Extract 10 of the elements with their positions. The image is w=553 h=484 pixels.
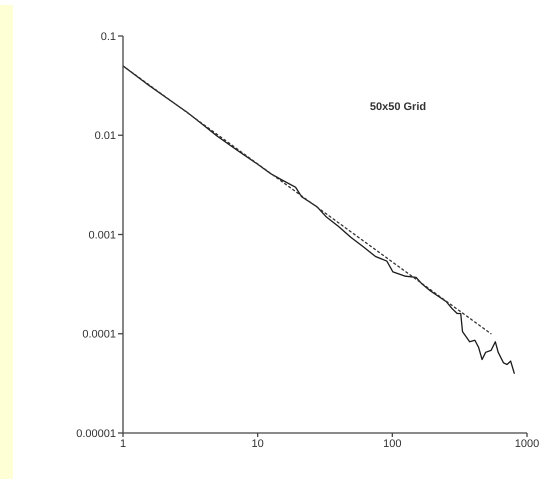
y-tick-label: 0.00001 — [76, 428, 116, 440]
x-tick-label: 100 — [383, 438, 402, 450]
x-tick-label: 1 — [120, 438, 126, 450]
y-tick-label: 0.001 — [88, 229, 116, 242]
y-tick-label: 0.1 — [100, 30, 116, 43]
y-tick-label: 0.0001 — [82, 328, 116, 341]
x-tick-label: 10 — [252, 438, 264, 450]
annotation: 50x50 Grid — [368, 101, 428, 113]
y-tick-label: 0.01 — [94, 130, 116, 142]
x-tick-label: 1000 — [514, 438, 540, 450]
